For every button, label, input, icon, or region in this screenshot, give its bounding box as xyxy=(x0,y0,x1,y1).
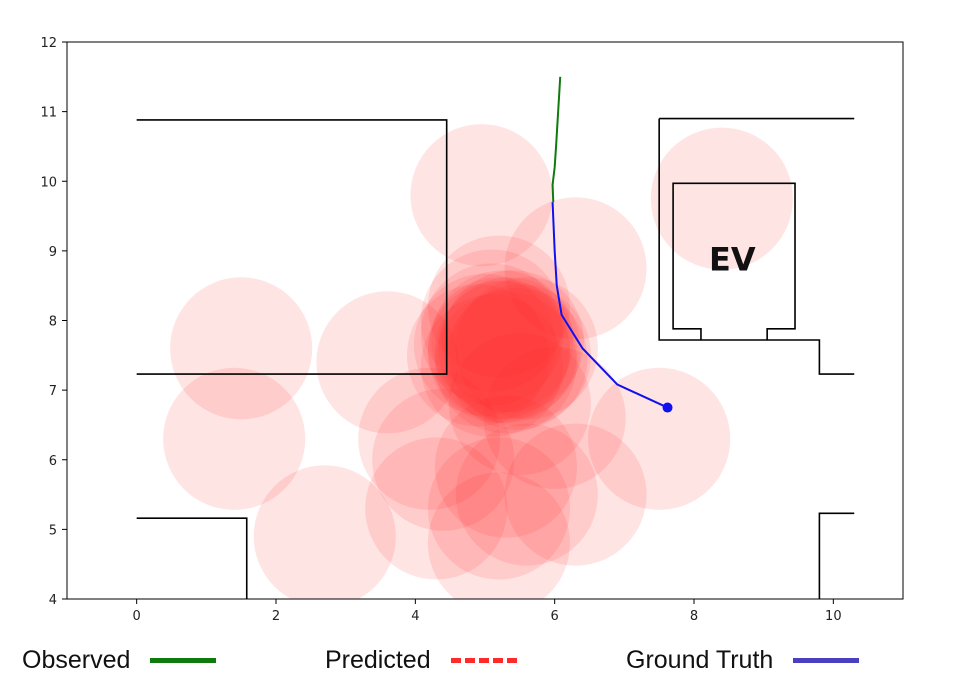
y-tick-label: 5 xyxy=(49,523,57,538)
walls xyxy=(136,117,855,599)
y-tick-label: 6 xyxy=(49,454,57,469)
predicted-circle xyxy=(365,437,508,580)
predicted-circle xyxy=(427,277,570,420)
legend-observed: Observed xyxy=(22,646,217,675)
trajectories xyxy=(551,76,673,413)
predicted-circle xyxy=(413,273,557,416)
predicted-circle xyxy=(434,395,577,538)
predicted-circle xyxy=(358,367,501,510)
predicted-circle xyxy=(420,294,564,437)
predicted-circle xyxy=(420,249,564,392)
predicted-circle xyxy=(438,277,581,420)
y-tick-label: 7 xyxy=(49,384,57,399)
legend-predicted-swatch xyxy=(450,658,517,663)
y-axis-ticks: 4 5 6 7 8 9 10 11 12 xyxy=(40,36,67,608)
y-tick-label: 4 xyxy=(49,593,57,608)
wall-segment xyxy=(658,118,855,375)
predicted-circle xyxy=(455,277,598,420)
wall-segment xyxy=(818,512,855,599)
predicted-circle xyxy=(483,346,626,490)
predicted-circle xyxy=(170,277,313,420)
x-tick-label: 0 xyxy=(133,609,141,624)
predicted-circle xyxy=(253,465,396,599)
y-tick-label: 10 xyxy=(40,175,57,190)
predicted-circle xyxy=(427,280,570,423)
legend-ground-truth: Ground Truth xyxy=(626,646,860,675)
predicted-circle xyxy=(434,291,577,434)
predicted-circle xyxy=(420,263,564,406)
ground-truth-endpoint xyxy=(662,402,673,413)
wall-segment xyxy=(136,517,248,599)
predicted-circle xyxy=(163,367,306,510)
predicted-circle xyxy=(448,284,591,427)
predicted-circle xyxy=(427,437,570,580)
predicted-circle xyxy=(448,332,591,476)
trajectory-plot: EV 0 2 4 6 8 10 4 5 6 7 8 9 10 11 12 xyxy=(40,36,904,624)
x-tick-label: 4 xyxy=(411,609,419,624)
x-tick-label: 2 xyxy=(272,609,280,624)
legend-ground-truth-label: Ground Truth xyxy=(626,646,774,674)
ev-annotation: EV xyxy=(709,240,756,278)
x-tick-label: 10 xyxy=(825,609,842,624)
legend: Observed Predicted Ground Truth xyxy=(0,640,975,688)
predicted-circle xyxy=(316,291,459,434)
plot-background xyxy=(67,42,903,599)
wall-segment xyxy=(672,182,796,340)
x-axis-ticks: 0 2 4 6 8 10 xyxy=(133,599,842,624)
predicted-circle xyxy=(455,423,598,566)
legend-observed-label: Observed xyxy=(22,646,131,674)
predicted-circle xyxy=(650,127,793,270)
predicted-circle xyxy=(504,197,647,340)
predicted-circles xyxy=(163,124,793,599)
y-tick-label: 8 xyxy=(49,315,57,330)
predicted-circle xyxy=(406,284,550,427)
y-tick-label: 9 xyxy=(49,245,57,260)
y-tick-label: 11 xyxy=(40,106,57,121)
legend-predicted: Predicted xyxy=(325,646,517,675)
x-tick-label: 6 xyxy=(551,609,559,624)
predicted-circle xyxy=(431,270,574,413)
legend-predicted-label: Predicted xyxy=(325,646,431,674)
ground-truth-line xyxy=(551,202,668,409)
predicted-circle xyxy=(588,367,731,510)
legend-observed-swatch xyxy=(150,658,217,663)
predicted-circle xyxy=(427,235,570,378)
y-tick-label: 12 xyxy=(40,36,57,51)
predicted-circle xyxy=(504,423,647,566)
legend-ground-truth-swatch xyxy=(793,658,860,663)
predicted-circle xyxy=(434,280,577,423)
predicted-circle xyxy=(427,472,570,599)
wall-segment xyxy=(136,119,448,375)
predicted-circle xyxy=(441,270,584,413)
predicted-circle xyxy=(445,287,588,430)
predicted-circle xyxy=(372,388,515,531)
x-tick-label: 8 xyxy=(690,609,698,624)
observed-line xyxy=(551,76,562,203)
